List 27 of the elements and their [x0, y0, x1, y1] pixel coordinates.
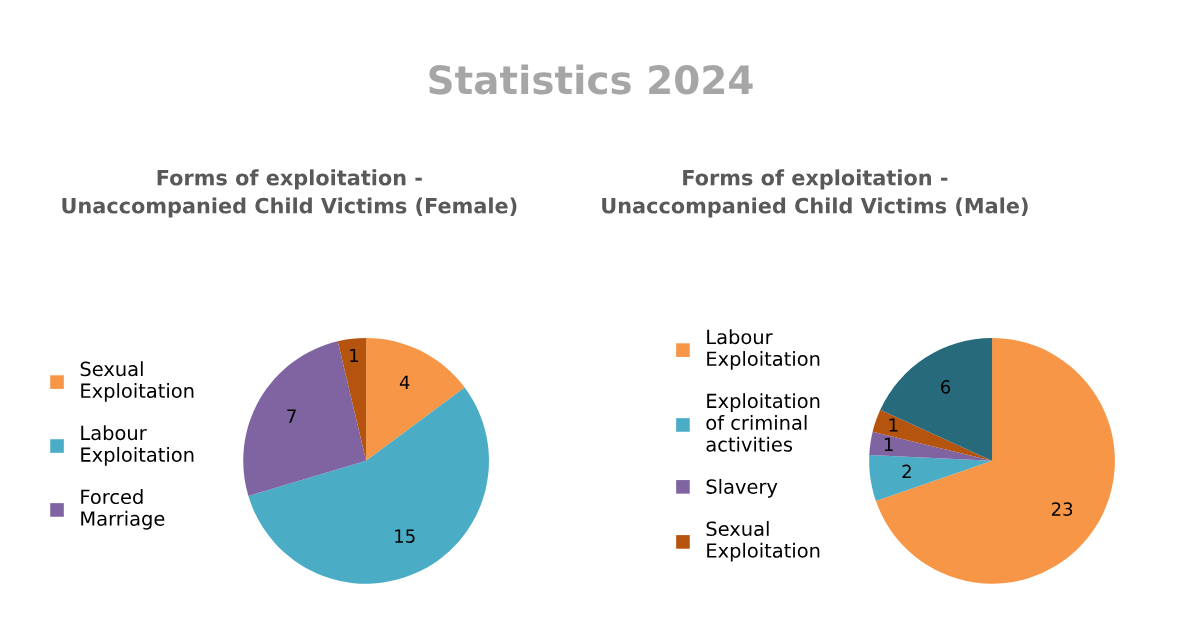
data-label: 23: [1051, 502, 1073, 516]
pie-slice: [366, 337, 465, 461]
pie-slice: [880, 337, 993, 461]
pie-slice: [243, 341, 367, 497]
legend-label: Exploitation of criminal activities: [706, 393, 820, 452]
data-label: 7: [287, 409, 296, 423]
legend-label: Slavery: [706, 478, 778, 498]
pie-slice: [248, 387, 489, 584]
pie-slice: [337, 337, 367, 461]
data-label: 1: [884, 437, 893, 451]
pie-slice: [869, 431, 993, 461]
legend-label: Labour Exploitation: [707, 329, 820, 370]
chart-title: Forms of exploitation - Unaccompanied Child Victims (Female): [62, 169, 517, 218]
data-label: 6: [941, 380, 951, 394]
legend-label: Sexual Exploitation: [80, 361, 194, 402]
chart-title: Forms of exploitation - Unaccompanied Child Victims (Male): [602, 169, 1028, 218]
legend-label: Forced Marriage: [81, 489, 165, 530]
text: Statistics 2024: [429, 64, 753, 95]
pie-slice: [875, 337, 1115, 584]
data-label: 1: [350, 348, 359, 363]
data-label: 4: [399, 375, 410, 389]
legend-label: Sexual Exploitation: [706, 521, 820, 562]
legend-label: Labour Exploitation: [81, 425, 194, 466]
data-label: 1: [889, 418, 898, 432]
data-label: 2: [902, 464, 911, 479]
pie-slice: [869, 454, 993, 501]
data-label: 15: [395, 529, 415, 543]
